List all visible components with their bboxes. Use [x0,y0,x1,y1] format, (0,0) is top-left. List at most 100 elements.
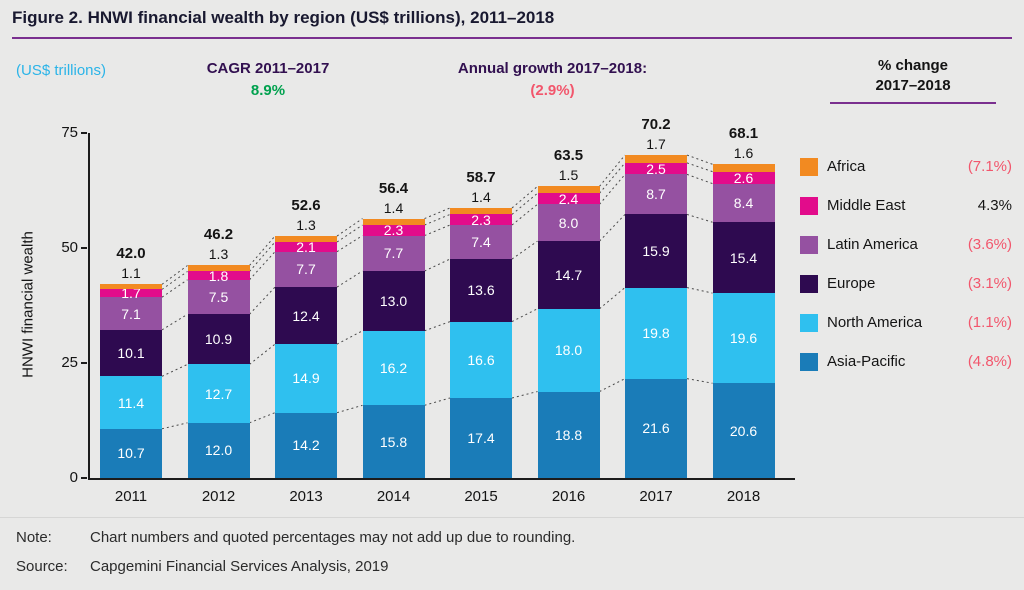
x-axis-label: 2015 [464,488,498,505]
bar-segment-africa [100,284,162,290]
bar-total-label: 46.2 [203,226,234,244]
bar-segment-north-america: 19.6 [712,293,775,384]
bar-segment-middle-east: 2.5 [625,162,687,175]
legend-change-value: 4.3% [977,197,1012,214]
x-axis-label: 2011 [114,488,148,505]
bar-segment-middle-east: 2.4 [537,192,600,206]
legend-label: North America [827,314,923,331]
legend-swatch [800,157,818,176]
y-tick-mark [81,477,87,479]
legend-item-asia-pacific: Asia-Pacific (4.8%) [800,342,1012,381]
legend-item-africa: Africa (7.1%) [800,147,1012,186]
bar-segment-latin-america: 8.7 [625,174,687,215]
bar-segment-north-america: 16.6 [450,321,512,398]
source-text: Capgemini Financial Services Analysis, 2… [90,558,389,575]
bar-segment-latin-america: 7.7 [275,251,337,288]
cagr-value: 8.9% [250,82,286,99]
bar-segment-asia-pacific: 10.7 [100,428,162,478]
legend-label: Europe [827,275,876,292]
bar-segment-africa-value-label: 1.7 [646,136,666,153]
bar-segment-europe: 10.1 [100,329,162,377]
y-tick-mark [81,132,87,134]
bar-total-label: 63.5 [553,147,584,165]
annual-growth-label: Annual growth 2017–2018: [457,60,648,77]
bar-segment-africa [275,236,337,242]
bar-segment-latin-america: 7.1 [100,297,162,330]
bar-segment-africa-value-label: 1.6 [733,145,754,162]
bar-segment-middle-east: 2.3 [362,224,425,237]
bar-segment-asia-pacific: 15.8 [362,405,425,478]
bar-segment-north-america: 18.0 [537,308,600,392]
bar-segment-north-america: 19.8 [625,287,687,379]
x-axis-label: 2016 [551,488,586,505]
pct-change-header: % change 2017–2018 [822,56,1004,104]
y-tick-label: 0 [69,469,78,486]
bar-segment-africa-value-label: 1.4 [471,188,491,205]
bar-segment-north-america: 11.4 [100,376,162,429]
bar-segment-north-america: 14.9 [275,344,337,413]
bar-segment-africa [450,207,512,215]
bar-segment-north-america: 12.7 [187,364,250,423]
bar-segment-middle-east: 2.6 [712,171,775,185]
legend-change-value: (3.1%) [967,275,1012,292]
bar-segment-asia-pacific: 14.2 [275,412,337,478]
bar-segment-latin-america: 7.5 [187,279,250,315]
bar-segment-middle-east: 2.1 [275,240,337,254]
y-axis-line [88,133,90,480]
y-tick-mark [81,247,87,249]
x-axis-label: 2018 [726,488,761,505]
bar-segment-europe: 10.9 [187,314,250,365]
bar-total-label: 58.7 [466,168,496,186]
bar-segment-middle-east: 1.7 [100,286,162,300]
legend-item-middle-east: Middle East 4.3% [800,186,1012,225]
x-axis-label: 2012 [201,488,236,505]
y-tick-label: 75 [61,124,78,141]
pct-change-line1: % change [877,57,949,74]
bar-segment-asia-pacific: 20.6 [712,383,775,478]
legend-item-north-america: North America (1.1%) [800,303,1012,342]
cagr-block: CAGR 2011–2017 8.9% [178,60,358,99]
legend-swatch [800,196,818,215]
bar-segment-africa [362,218,425,225]
legend-change-value: (3.6%) [967,236,1012,253]
legend-swatch [800,274,818,293]
bar-total-label: 70.2 [641,116,671,134]
bar-segment-africa [537,186,600,194]
legend: Africa (7.1%) Middle East 4.3% Latin America… [800,147,1012,381]
legend-label: Latin America [827,236,918,253]
legend-label: Africa [827,158,866,175]
x-axis-label: 2013 [289,488,323,505]
bar-segment-asia-pacific: 18.8 [537,391,600,478]
legend-swatch [800,352,818,371]
legend-change-value: (1.1%) [967,314,1012,331]
bar-segment-middle-east: 1.8 [187,268,250,283]
bar-segment-latin-america: 8.0 [537,204,600,242]
bar-segment-middle-east: 2.3 [450,213,512,226]
bar-segment-europe: 12.4 [275,287,337,345]
legend-item-europe: Europe (3.1%) [800,264,1012,303]
legend-swatch [800,313,818,332]
bar-total-label: 56.4 [378,179,409,197]
y-tick-mark [81,362,87,364]
bar-segment-africa-value-label: 1.3 [208,246,229,263]
legend-swatch [800,235,818,254]
x-axis-label: 2017 [639,488,673,505]
legend-label: Asia-Pacific [827,353,906,370]
bar-segment-latin-america: 7.4 [450,225,512,260]
legend-change-value: (4.8%) [967,353,1012,370]
bar-segment-asia-pacific: 12.0 [187,422,250,478]
legend-item-latin-america: Latin America (3.6%) [800,225,1012,264]
legend-change-value: (7.1%) [967,158,1012,175]
annual-growth-block: Annual growth 2017–2018: (2.9%) [440,60,665,99]
bar-segment-africa-value-label: 1.3 [296,217,316,234]
y-tick-label: 50 [61,239,78,256]
x-axis-label: 2014 [376,488,411,505]
bar-segment-europe: 14.7 [537,241,600,309]
bar-segment-asia-pacific: 17.4 [450,397,512,478]
bar-segment-africa [625,155,687,163]
bar-total-label: 52.6 [291,197,321,215]
bar-segment-europe: 13.6 [450,259,512,322]
pct-change-line2: 2017–2018 [875,76,951,94]
